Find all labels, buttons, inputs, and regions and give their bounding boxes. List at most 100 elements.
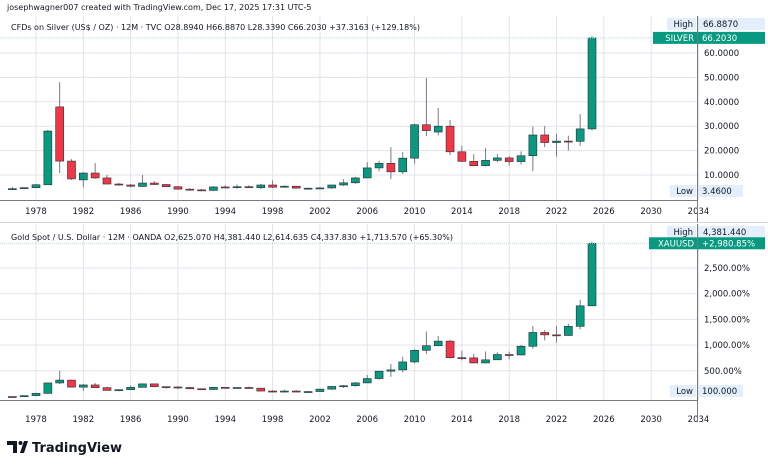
silver-candle-1984[interactable] — [102, 175, 112, 185]
gold-candle-2024[interactable] — [575, 299, 585, 330]
gold-candle-2006[interactable] — [362, 374, 372, 384]
gold-candle-2008[interactable] — [386, 363, 396, 377]
gold-candle-2023[interactable] — [564, 323, 573, 336]
silver-candle-2011[interactable] — [422, 77, 431, 136]
gold-candle-2004[interactable] — [339, 384, 348, 388]
silver-candle-2002[interactable] — [315, 186, 325, 190]
gold-candle-2002[interactable] — [315, 388, 325, 392]
silver-candle-2025[interactable] — [587, 36, 597, 131]
silver-candle-2003[interactable] — [327, 184, 337, 189]
tradingview-logo[interactable]: TradingView — [7, 441, 122, 456]
silver-candle-2013[interactable] — [445, 120, 455, 155]
gold-candle-2025[interactable] — [587, 241, 597, 307]
silver-candle-2014[interactable] — [457, 145, 467, 163]
silver-candle-2007[interactable] — [374, 160, 384, 172]
gold-candle-2009[interactable] — [398, 356, 408, 373]
gold-candle-2007[interactable] — [374, 370, 384, 380]
silver-candle-2019[interactable] — [516, 151, 526, 165]
silver-candle-1978[interactable] — [31, 184, 41, 188]
silver-candle-1980[interactable] — [55, 82, 64, 174]
gold-candle-2015[interactable] — [469, 353, 479, 364]
silver-candle-1976[interactable] — [8, 186, 17, 191]
silver-candle-2005[interactable] — [351, 176, 360, 184]
gold-candle-2003[interactable] — [327, 386, 337, 390]
gold-pane[interactable]: 1978 1982 1986 1990 1994 1998 2002 2006 2010 2014… — [0, 224, 765, 425]
gold-candle-1997[interactable] — [256, 387, 266, 392]
gold-candle-2021[interactable] — [540, 330, 549, 341]
gold-candle-1986[interactable] — [126, 385, 135, 391]
gold-candle-2018[interactable] — [504, 351, 514, 360]
silver-candle-1989[interactable] — [161, 184, 171, 188]
silver-candle-1995[interactable] — [232, 184, 242, 189]
gold-candle-2013[interactable] — [445, 339, 455, 359]
silver-candle-2000[interactable] — [291, 185, 301, 189]
silver-candle-1992[interactable] — [197, 188, 206, 192]
gold-candle-1989[interactable] — [161, 386, 171, 389]
silver-candle-2009[interactable] — [398, 152, 408, 175]
silver-candle-2001[interactable] — [303, 187, 313, 190]
gold-candle-1995[interactable] — [232, 387, 242, 389]
silver-candle-2006[interactable] — [362, 162, 372, 179]
gold-candle-1994[interactable] — [220, 387, 230, 389]
silver-candle-2023[interactable] — [564, 135, 573, 151]
silver-candle-1996[interactable] — [244, 185, 254, 189]
silver-candle-1987[interactable] — [138, 175, 147, 187]
silver-candle-1988[interactable] — [150, 181, 159, 185]
gold-candle-1982[interactable] — [79, 384, 88, 391]
silver-candle-1998[interactable] — [268, 180, 277, 189]
gold-candle-1979[interactable] — [43, 382, 53, 394]
gold-candle-1998[interactable] — [268, 390, 277, 393]
silver-candle-1981[interactable] — [67, 159, 76, 180]
silver-candle-1993[interactable] — [209, 186, 218, 191]
gold-candle-1992[interactable] — [197, 388, 206, 391]
gold-candle-1978[interactable] — [31, 392, 41, 396]
silver-candle-1986[interactable] — [126, 184, 135, 188]
gold-candle-2016[interactable] — [481, 351, 490, 364]
silver-candle-1985[interactable] — [114, 182, 124, 186]
silver-candle-1979[interactable] — [43, 129, 53, 186]
gold-candle-1980[interactable] — [55, 370, 64, 385]
silver-candle-2022[interactable] — [552, 133, 561, 157]
silver-candle-1994[interactable] — [220, 185, 230, 189]
gold-candle-2005[interactable] — [351, 382, 360, 387]
silver-candle-2018[interactable] — [504, 156, 514, 166]
gold-candle-1984[interactable] — [102, 386, 112, 391]
silver-candle-2016[interactable] — [481, 148, 490, 167]
silver-candle-1977[interactable] — [19, 187, 29, 189]
gold-candle-2010[interactable] — [410, 349, 419, 364]
silver-candle-1990[interactable] — [173, 186, 183, 190]
gold-candle-2001[interactable] — [303, 390, 313, 393]
silver-candle-2012[interactable] — [433, 107, 443, 136]
silver-candle-2015[interactable] — [469, 154, 479, 167]
silver-candle-2010[interactable] — [410, 123, 419, 164]
silver-candle-1997[interactable] — [256, 184, 266, 190]
silver-candle-2004[interactable] — [339, 179, 348, 186]
gold-candle-1990[interactable] — [173, 386, 183, 390]
gold-candle-1988[interactable] — [150, 383, 159, 388]
silver-candle-1983[interactable] — [90, 163, 100, 179]
gold-candle-2014[interactable] — [457, 350, 467, 361]
silver-candle-1982[interactable] — [79, 172, 88, 188]
silver-candle-1999[interactable] — [280, 185, 289, 188]
gold-candle-1983[interactable] — [90, 382, 100, 388]
gold-candle-2020[interactable] — [528, 325, 538, 349]
silver-candle-2024[interactable] — [575, 114, 585, 146]
gold-candle-1999[interactable] — [280, 389, 289, 393]
silver-candle-2008[interactable] — [386, 147, 396, 179]
gold-candle-2022[interactable] — [552, 326, 561, 343]
gold-candle-1996[interactable] — [244, 386, 254, 389]
gold-candle-1976[interactable] — [8, 396, 17, 398]
gold-candle-2012[interactable] — [433, 336, 443, 347]
silver-candle-2020[interactable] — [528, 126, 538, 172]
gold-candle-2000[interactable] — [291, 390, 301, 393]
silver-pane[interactable]: 1978 1982 1986 1990 1994 1998 2002 2006 2010 2014… — [0, 16, 765, 222]
gold-candle-1987[interactable] — [138, 383, 147, 388]
gold-candle-1981[interactable] — [67, 379, 76, 388]
gold-candle-1985[interactable] — [114, 389, 124, 392]
gold-candle-2011[interactable] — [422, 331, 431, 354]
gold-candle-1977[interactable] — [19, 395, 29, 398]
silver-candle-2021[interactable] — [540, 126, 549, 148]
gold-candle-2017[interactable] — [493, 352, 502, 361]
gold-candle-1993[interactable] — [209, 386, 218, 390]
silver-candle-2017[interactable] — [493, 154, 502, 163]
